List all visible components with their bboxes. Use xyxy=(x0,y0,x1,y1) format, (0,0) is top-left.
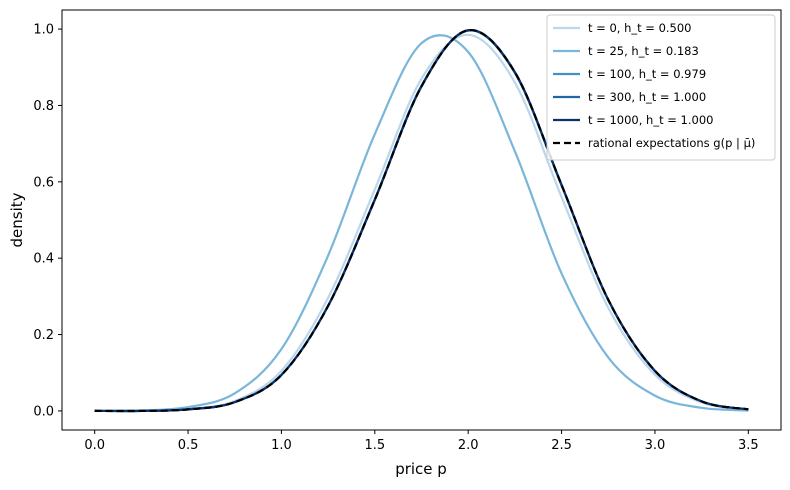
y-tick-label: 0.4 xyxy=(33,252,54,267)
legend-label: t = 1000, h_t = 1.000 xyxy=(588,113,713,127)
legend-box xyxy=(546,14,776,161)
x-tick-label: 1.5 xyxy=(364,438,385,453)
x-tick-label: 3.0 xyxy=(645,438,666,453)
x-tick-label: 0.0 xyxy=(84,438,105,453)
x-tick-label: 0.5 xyxy=(178,438,199,453)
legend-label: t = 100, h_t = 0.979 xyxy=(588,67,706,81)
x-tick-label: 2.0 xyxy=(458,438,479,453)
y-tick-label: 0.2 xyxy=(33,328,54,343)
y-tick-label: 0.6 xyxy=(33,175,54,190)
series-line-5 xyxy=(94,29,749,413)
y-tick-label: 0.8 xyxy=(33,99,54,114)
series-line-1 xyxy=(94,34,749,413)
legend: t = 0, h_t = 0.500 t = 25, h_t = 0.183 t =… xyxy=(546,14,776,161)
legend-label: t = 0, h_t = 0.500 xyxy=(588,21,692,35)
series-lines xyxy=(94,29,749,413)
x-tick-label: 1.0 xyxy=(271,438,292,453)
y-axis-ticks: 0.0 0.2 0.4 0.6 0.8 1.0 xyxy=(33,23,62,419)
legend-label: rational expectations g(p | μ̄) xyxy=(588,136,755,150)
legend-label: t = 300, h_t = 1.000 xyxy=(588,90,706,104)
x-axis-ticks: 0.0 0.5 1.0 1.5 2.0 2.5 3.0 3.5 xyxy=(84,430,759,453)
y-axis-label: density xyxy=(8,192,26,247)
x-tick-label: 2.5 xyxy=(551,438,572,453)
x-tick-label: 3.5 xyxy=(738,438,759,453)
plot-frame xyxy=(61,9,782,431)
x-axis-label: price p xyxy=(395,460,447,478)
y-tick-label: 0.0 xyxy=(33,404,54,419)
legend-label: t = 25, h_t = 0.183 xyxy=(588,44,699,58)
y-tick-label: 1.0 xyxy=(33,23,54,38)
